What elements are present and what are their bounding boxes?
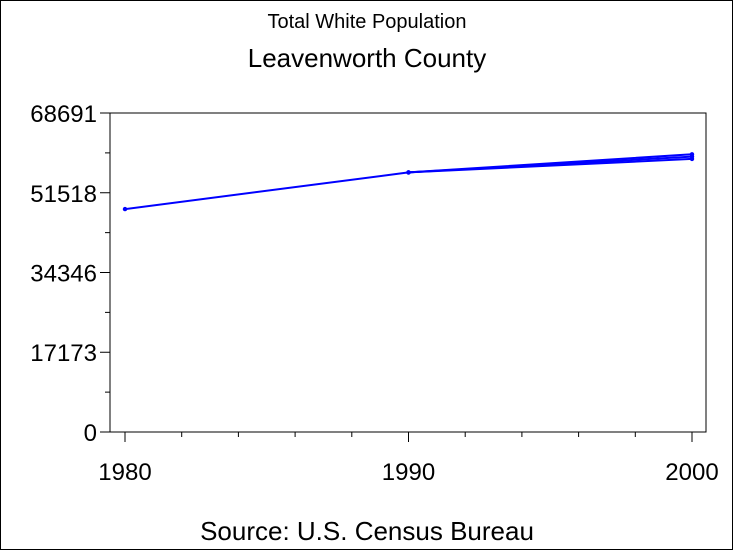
y-tick-label: 68691 [30,101,97,128]
series-layer [122,152,695,212]
y-tick-label: 0 [84,420,97,447]
y-tick-label: 34346 [30,260,97,287]
data-point [122,206,128,212]
x-axis: 1980 1990 2000 [98,432,719,486]
series-line [408,157,693,174]
x-tick-label: 1980 [98,459,151,486]
data-point [689,156,695,162]
x-tick-label: 2000 [665,459,718,486]
chart-title: Total White Population [267,11,466,33]
x-tick-label: 1990 [382,459,435,486]
chart-footnote: Source: U.S. Census Bureau [200,516,534,546]
y-tick-label: 17173 [30,340,97,367]
data-point [406,170,411,175]
y-tick-label: 51518 [30,181,97,208]
chart-subtitle: Leavenworth County [248,43,486,73]
y-axis: 0 17173 34346 51518 68691 [30,101,110,447]
